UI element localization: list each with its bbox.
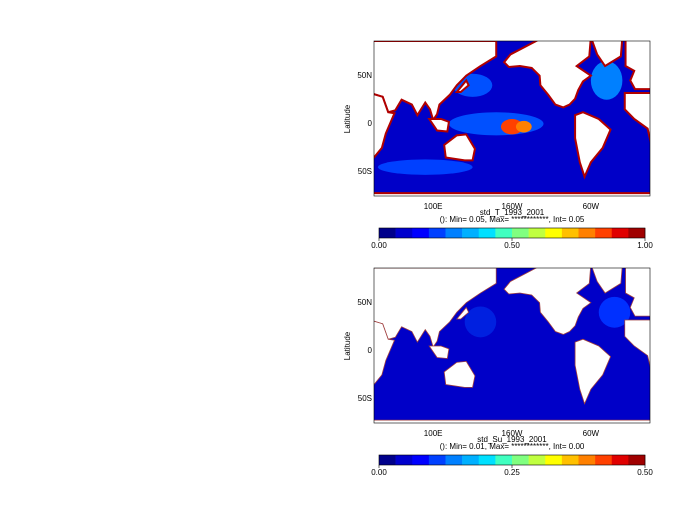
colorbar-segment (512, 228, 529, 238)
anomaly (500, 118, 524, 135)
colorbar-segment (578, 455, 596, 465)
land (574, 338, 612, 405)
land (443, 360, 476, 388)
land (374, 320, 396, 385)
land (374, 419, 650, 423)
colorbar-segment (379, 228, 396, 238)
lat-tick-label: 50N (357, 298, 372, 307)
colorbar-segment (545, 455, 563, 465)
colorbar-segment (545, 228, 563, 238)
land (623, 91, 650, 144)
land (591, 41, 624, 68)
panel-subtitle: (): Min= 0.05, Max= ************, Int= 0… (440, 215, 585, 224)
land (502, 41, 593, 109)
anomaly (515, 120, 532, 133)
colorbar-segment (478, 228, 496, 238)
panel-title: std_T_1993_2001 (480, 208, 545, 217)
lon-tick-label: 60W (583, 202, 600, 211)
colorbar-segment (412, 455, 430, 465)
colorbar-segment (395, 228, 413, 238)
colorbar-tick-label: 0.00 (371, 468, 387, 477)
colorbar-segment (445, 228, 463, 238)
colorbar-segment (462, 228, 480, 238)
colorbar-segment (628, 228, 646, 238)
anomaly (598, 296, 631, 328)
colorbar-tick-label: 1.00 (637, 241, 653, 250)
map-frame (373, 267, 651, 424)
panel-title: std_Su_1993_2001 (477, 435, 547, 444)
colorbar-segment (412, 228, 430, 238)
land (624, 41, 650, 91)
lon-tick-label: 100E (424, 202, 443, 211)
colorbar-segment (561, 228, 579, 238)
land (374, 192, 650, 196)
land (503, 268, 592, 335)
map-body (374, 41, 650, 196)
colorbar-segment (428, 228, 446, 238)
land (427, 117, 451, 133)
colorbar-segment (512, 455, 529, 465)
land (455, 306, 470, 320)
colorbar-segment (628, 455, 646, 465)
y-axis-label: Latitude (343, 331, 352, 360)
colorbar-segment (528, 228, 546, 238)
anomaly (464, 306, 497, 338)
land (374, 93, 396, 159)
anomaly (377, 159, 473, 175)
lat-tick-label: 0 (368, 346, 373, 355)
map (373, 40, 651, 197)
colorbar-segment (561, 455, 579, 465)
lat-tick-label: 50S (358, 167, 372, 176)
land (454, 78, 470, 94)
panel-subtitle: (): Min= 0.01, Max= ************, Int= 0… (440, 442, 585, 451)
anomaly (590, 61, 623, 100)
colorbar-segment (611, 228, 629, 238)
lon-tick-label: 160W (502, 202, 523, 211)
colorbar-tick-label: 0.50 (504, 241, 520, 250)
land (574, 111, 612, 180)
land (624, 319, 650, 368)
land (625, 268, 650, 317)
y-axis-label: Latitude (343, 104, 352, 133)
colorbar-segment (395, 455, 413, 465)
colorbar-segment (611, 455, 629, 465)
colorbar-segment (379, 455, 396, 465)
colorbar-segment (495, 228, 513, 238)
colorbar-segment (595, 455, 613, 465)
map-body (374, 268, 650, 423)
colorbar-segment (462, 455, 480, 465)
colorbar-tick-label: 0.25 (504, 468, 520, 477)
colorbar-segment (445, 455, 463, 465)
map-frame (373, 40, 651, 197)
land (443, 133, 476, 162)
colorbar-segment (528, 455, 546, 465)
land (591, 268, 623, 294)
colorbar-segment (578, 228, 596, 238)
map (373, 267, 651, 424)
colorbar-tick-label: 0.00 (371, 241, 387, 250)
colorbar-segment (595, 228, 613, 238)
colorbar-tick-label: 0.50 (637, 468, 653, 477)
lat-tick-label: 50N (357, 71, 372, 80)
colorbar-segment (495, 455, 513, 465)
lon-tick-label: 160W (502, 429, 523, 438)
colorbar-segment (428, 455, 446, 465)
land (428, 345, 450, 359)
colorbar-segment (478, 455, 496, 465)
lon-tick-label: 60W (583, 429, 600, 438)
lat-tick-label: 50S (358, 394, 372, 403)
lon-tick-label: 100E (424, 429, 443, 438)
lat-tick-label: 0 (368, 119, 373, 128)
